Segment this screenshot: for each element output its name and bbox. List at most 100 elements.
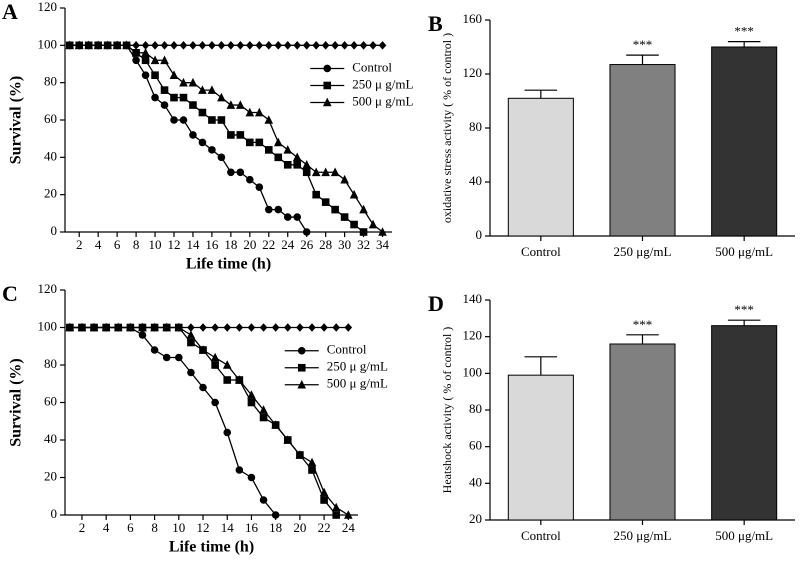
marker bbox=[332, 323, 341, 332]
y-tick-label: 100 bbox=[463, 364, 483, 379]
x-tick-label: 14 bbox=[186, 237, 200, 252]
marker bbox=[198, 138, 207, 147]
legend-label: Control bbox=[327, 342, 367, 357]
panel: D 20 40 60 80 100 120 140 Heatshock activity ( %… bbox=[428, 291, 795, 543]
marker bbox=[295, 450, 305, 459]
marker bbox=[321, 198, 330, 206]
x-tick-label: 24 bbox=[281, 237, 295, 252]
marker bbox=[189, 41, 197, 50]
marker bbox=[302, 228, 311, 236]
panel: B 0 40 80 120 160 oxidative stress activity ( … bbox=[428, 11, 795, 259]
marker bbox=[255, 107, 264, 117]
y-tick-label: 120 bbox=[38, 0, 58, 14]
y-axis-label: oxidative stress activity ( % of control… bbox=[440, 33, 454, 223]
panel-letter: B bbox=[428, 11, 443, 36]
marker bbox=[235, 466, 244, 474]
marker bbox=[359, 228, 368, 236]
marker bbox=[187, 368, 195, 377]
marker bbox=[247, 473, 256, 482]
marker bbox=[189, 131, 197, 139]
marker bbox=[187, 323, 195, 332]
legend-marker bbox=[323, 64, 332, 73]
y-axis-label: Survival (%) bbox=[8, 76, 25, 164]
marker bbox=[264, 146, 273, 154]
marker bbox=[247, 398, 256, 407]
marker bbox=[236, 168, 245, 177]
y-tick-label: 40 bbox=[44, 148, 57, 163]
marker bbox=[271, 511, 280, 519]
marker bbox=[331, 502, 341, 512]
marker bbox=[293, 161, 302, 169]
x-tick-label: 12 bbox=[197, 520, 210, 535]
marker bbox=[283, 213, 292, 221]
marker bbox=[151, 93, 159, 102]
marker bbox=[311, 167, 321, 177]
marker bbox=[199, 323, 207, 332]
x-tick-label: 250 μg/mL bbox=[614, 528, 672, 543]
marker bbox=[223, 428, 232, 437]
series-line bbox=[69, 44, 364, 233]
marker bbox=[65, 40, 75, 50]
marker bbox=[103, 40, 112, 50]
marker bbox=[89, 322, 99, 332]
marker bbox=[131, 48, 141, 57]
x-tick-label: 2 bbox=[79, 520, 86, 535]
marker bbox=[369, 41, 377, 50]
marker bbox=[378, 41, 387, 50]
marker bbox=[332, 511, 341, 519]
legend-marker bbox=[322, 97, 332, 107]
marker bbox=[211, 361, 219, 369]
series-line bbox=[69, 44, 308, 233]
significance: *** bbox=[633, 317, 653, 332]
marker bbox=[141, 71, 150, 79]
marker bbox=[217, 153, 226, 162]
x-tick-label: 500 μg/mL bbox=[715, 244, 773, 259]
legend-marker bbox=[297, 379, 307, 389]
marker bbox=[307, 457, 317, 467]
x-tick-label: 10 bbox=[172, 520, 185, 535]
marker bbox=[150, 322, 159, 332]
x-axis-label: Life time (h) bbox=[169, 539, 254, 556]
marker bbox=[141, 48, 150, 57]
marker bbox=[283, 145, 293, 154]
y-tick-label: 140 bbox=[463, 291, 483, 306]
marker bbox=[259, 405, 268, 414]
y-tick-label: 120 bbox=[463, 65, 483, 80]
x-tick-label: 16 bbox=[205, 237, 219, 252]
y-tick-label: 120 bbox=[38, 281, 58, 296]
marker bbox=[340, 213, 349, 221]
marker bbox=[296, 323, 304, 332]
marker bbox=[227, 131, 235, 139]
marker bbox=[138, 331, 147, 339]
series-line bbox=[69, 326, 277, 516]
marker bbox=[113, 322, 123, 332]
legend-label: Control bbox=[352, 59, 392, 74]
marker bbox=[236, 131, 245, 139]
y-tick-label: 120 bbox=[463, 328, 483, 343]
marker bbox=[283, 161, 292, 169]
marker bbox=[170, 41, 178, 50]
legend-marker bbox=[323, 81, 332, 90]
bar bbox=[609, 64, 676, 237]
y-tick-label: 20 bbox=[469, 511, 482, 526]
marker bbox=[283, 41, 292, 50]
significance: *** bbox=[633, 37, 653, 52]
series-line bbox=[69, 44, 383, 233]
legend-label: 500 μ g/mL bbox=[327, 376, 388, 391]
series-line bbox=[69, 326, 349, 516]
marker bbox=[264, 115, 274, 124]
marker bbox=[321, 41, 330, 50]
x-tick-label: 6 bbox=[114, 237, 121, 252]
marker bbox=[126, 322, 135, 332]
x-tick-label: 20 bbox=[293, 520, 306, 535]
marker bbox=[77, 322, 87, 332]
marker bbox=[150, 346, 159, 354]
marker bbox=[101, 322, 111, 332]
marker bbox=[236, 41, 245, 50]
marker bbox=[222, 360, 232, 369]
panel-letter: A bbox=[2, 0, 18, 24]
marker bbox=[151, 71, 159, 79]
x-tick-label: 18 bbox=[224, 237, 237, 252]
x-tick-label: Control bbox=[521, 244, 561, 259]
